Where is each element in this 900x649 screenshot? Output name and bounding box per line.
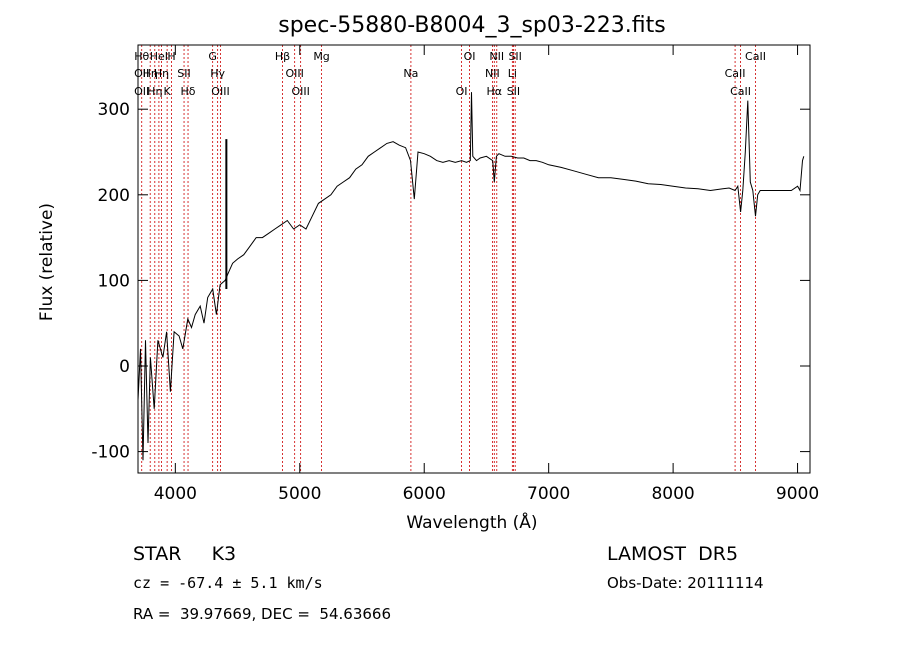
chart-title: spec-55880-B8004_3_sp03-223.fits bbox=[278, 13, 666, 38]
line-label-10-0: Hγ bbox=[210, 67, 225, 80]
line-label-26-0: CaII bbox=[730, 85, 751, 98]
y-tick-label-3: 200 bbox=[98, 186, 130, 206]
y-axis-label: Flux (relative) bbox=[37, 203, 57, 321]
y-tick-label-2: 100 bbox=[98, 271, 130, 291]
line-label-17-0: OI bbox=[456, 85, 468, 98]
y-tick-label-1: 0 bbox=[119, 357, 130, 377]
line-label-6-0: H bbox=[167, 50, 175, 63]
x-tick-label-0: 4000 bbox=[154, 484, 197, 504]
line-label-21-0: NII bbox=[489, 50, 504, 63]
line-label-2-0: Hη bbox=[147, 85, 162, 98]
line-label-0-0: Hθ bbox=[134, 50, 149, 63]
line-label-18-0: OI bbox=[464, 50, 476, 63]
line-label-12-0: Hβ bbox=[275, 50, 290, 63]
line-label-22-0: Li bbox=[508, 67, 517, 80]
line-label-1-0: Hη bbox=[143, 67, 158, 80]
line-label-27-0: CaII bbox=[745, 50, 766, 63]
line-label-20-0: Hα bbox=[487, 85, 503, 98]
spectrum-series bbox=[137, 92, 805, 461]
line-label-11-0: OIII bbox=[211, 85, 229, 98]
line-label-3-0: HeI bbox=[150, 50, 168, 63]
line-label-8-0: Hδ bbox=[181, 85, 196, 98]
x-tick-label-1: 5000 bbox=[278, 484, 321, 504]
line-label-19-0: NII bbox=[485, 67, 500, 80]
spectrum-line-0 bbox=[137, 92, 805, 461]
line-label-5-0: K bbox=[164, 85, 172, 98]
line-label-9-0: G bbox=[208, 50, 217, 63]
plot-frame bbox=[137, 44, 811, 474]
line-label-15-0: Mg bbox=[313, 50, 329, 63]
line-label-25-0: CaII bbox=[725, 67, 746, 80]
line-label-24-0: SII bbox=[508, 50, 521, 63]
line-label-14-0: OIII bbox=[291, 85, 309, 98]
line-label-13-0: OIII bbox=[285, 67, 303, 80]
x-tick-label-5: 9000 bbox=[776, 484, 819, 504]
spectral-line-labels: HθOIIOIIHηHηHeIHηKHSIIHδGHγOIIIHβOIIIOII… bbox=[134, 50, 766, 98]
y-tick-label-0: -100 bbox=[91, 443, 130, 463]
line-label-4-0: Hη bbox=[154, 67, 169, 80]
coordinates-text: RA = 39.97669, DEC = 54.63666 bbox=[133, 605, 391, 623]
obs-date-text: Obs-Date: 20111114 bbox=[607, 574, 764, 592]
velocity-text: cz = -67.4 ± 5.1 km/s bbox=[133, 574, 323, 592]
x-axis-label: Wavelength (Å) bbox=[406, 511, 537, 533]
y-axis-ticks: -100 0 100 200 300 bbox=[91, 100, 810, 463]
x-tick-label-2: 6000 bbox=[403, 484, 446, 504]
spectral-line-markers bbox=[141, 45, 756, 473]
line-label-7-0: SII bbox=[177, 67, 190, 80]
y-tick-label-4: 300 bbox=[98, 100, 130, 120]
line-label-16-0: Na bbox=[403, 67, 418, 80]
x-tick-label-4: 8000 bbox=[651, 484, 694, 504]
x-tick-label-3: 7000 bbox=[527, 484, 570, 504]
line-label-23-0: SII bbox=[507, 85, 520, 98]
object-class: STAR K3 bbox=[133, 543, 236, 565]
x-axis-ticks: 4000 5000 6000 7000 8000 9000 bbox=[154, 45, 819, 504]
survey-label: LAMOST DR5 bbox=[607, 543, 738, 565]
